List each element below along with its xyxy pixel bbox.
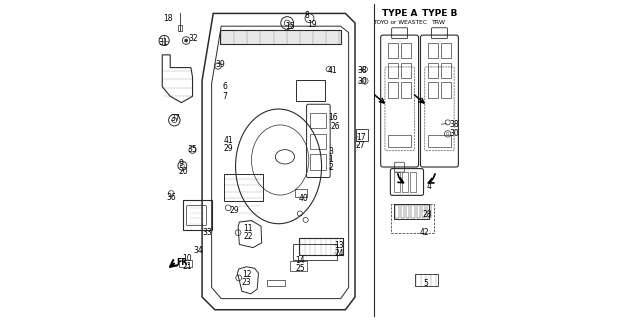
Bar [388,135,411,147]
Text: 39: 39 [215,60,225,69]
Bar [290,261,307,271]
Text: 38: 38 [449,120,459,129]
Text: 20: 20 [179,167,188,176]
Text: 2: 2 [329,164,333,172]
Text: 21: 21 [182,261,192,271]
Bar [310,113,326,128]
Text: 9: 9 [179,159,183,168]
Bar [388,62,398,78]
Bar [417,205,420,218]
Text: 5: 5 [423,279,427,288]
Text: FR.: FR. [177,258,191,267]
Bar [268,280,285,286]
Text: 41: 41 [328,66,338,75]
Bar [441,62,451,78]
Text: 28: 28 [423,210,432,219]
Bar [396,205,399,218]
Text: 16: 16 [328,114,338,123]
Text: 11: 11 [243,224,253,233]
Bar [310,133,326,149]
Text: 3: 3 [329,147,333,156]
Text: 10: 10 [182,254,192,263]
Text: TRW: TRW [432,20,446,26]
Bar [394,204,429,219]
Bar [388,43,398,58]
Bar [295,189,307,197]
Text: 17: 17 [356,132,366,141]
Text: 38: 38 [358,66,368,75]
Text: 32: 32 [188,35,198,44]
Text: 36: 36 [167,193,177,202]
Bar [401,205,404,218]
Text: 19: 19 [307,20,316,29]
Bar [414,274,439,286]
Bar [441,82,451,98]
Bar [178,25,182,31]
Bar [299,238,343,255]
Text: 24: 24 [334,249,344,258]
Bar [310,154,326,170]
Text: 18: 18 [163,14,173,23]
Text: 13: 13 [334,241,344,250]
Text: 12: 12 [242,270,251,279]
Bar [401,62,411,78]
Text: 26: 26 [331,122,340,131]
Text: 29: 29 [223,144,233,153]
Text: 40: 40 [299,194,308,203]
Text: 22: 22 [243,232,253,241]
Text: 1: 1 [329,155,333,164]
Bar [183,200,212,230]
Text: 4: 4 [427,182,432,191]
Text: 14: 14 [295,256,305,265]
Bar [422,205,425,218]
Text: 25: 25 [295,264,305,273]
Text: 30: 30 [449,129,459,138]
Bar [356,129,368,141]
Text: 33: 33 [202,228,212,237]
Bar [410,172,416,192]
Text: 35: 35 [188,145,197,154]
Text: TYPE B: TYPE B [422,9,457,18]
Bar [225,174,263,201]
Text: TOYO or WEASTEC: TOYO or WEASTEC [373,20,427,26]
Bar [296,80,324,101]
Bar [406,205,409,218]
Bar [388,82,398,98]
Text: 37: 37 [170,114,180,123]
Text: 41: 41 [223,136,233,145]
Text: 7: 7 [222,92,227,101]
Text: 23: 23 [242,278,251,287]
Text: 42: 42 [420,228,429,237]
Bar [391,204,434,233]
Bar [394,172,400,192]
Text: 30: 30 [358,77,368,86]
Bar [402,172,408,192]
Text: 15: 15 [285,22,295,31]
Bar [179,260,192,267]
Bar [427,205,431,218]
Text: 31: 31 [158,38,168,47]
Bar [428,135,451,147]
Text: 27: 27 [356,140,366,149]
Bar [428,43,438,58]
Bar [428,62,438,78]
Bar [411,205,414,218]
Text: 8: 8 [305,12,309,20]
Text: 29: 29 [229,206,239,215]
Text: TYPE A: TYPE A [382,9,417,18]
Bar [401,82,411,98]
Text: 6: 6 [222,82,227,91]
Bar [428,82,438,98]
Bar [441,43,451,58]
Bar [220,30,341,44]
Bar [293,244,338,260]
Circle shape [185,39,188,42]
Text: 34: 34 [193,246,203,255]
Bar [401,43,411,58]
